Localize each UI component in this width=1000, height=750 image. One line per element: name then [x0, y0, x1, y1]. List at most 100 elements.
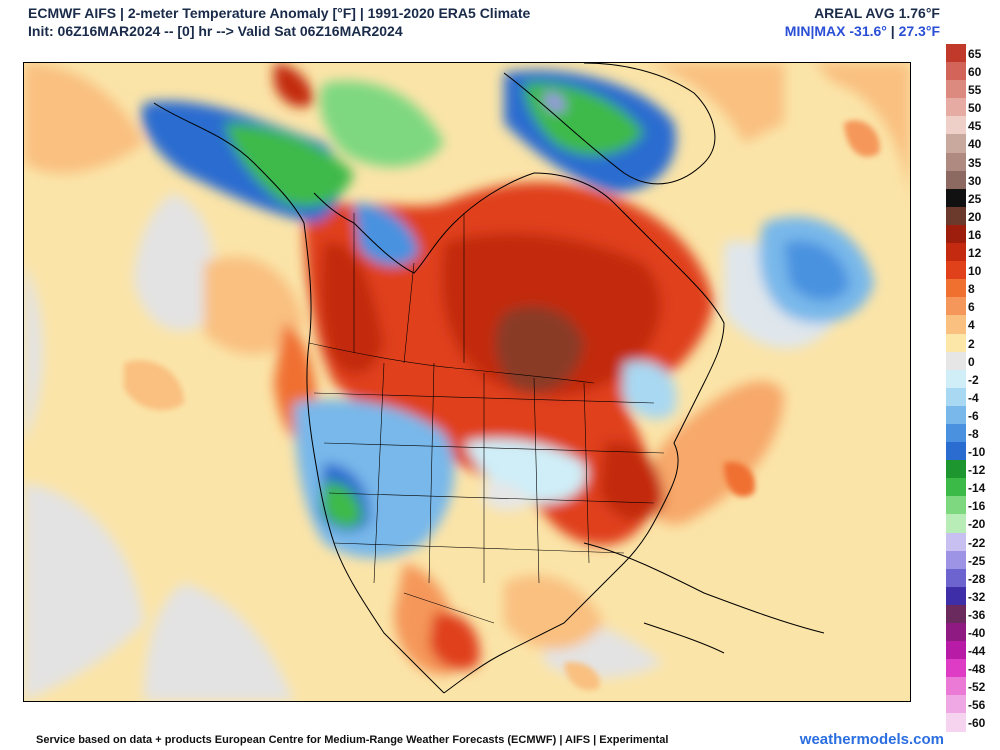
legend-label: 4 — [968, 318, 975, 333]
legend-swatch — [946, 532, 966, 551]
legend-label: -56 — [968, 698, 986, 713]
legend-entry: 60 — [946, 62, 1000, 81]
legend-entry: 10 — [946, 261, 1000, 280]
areal-average: AREAL AVG 1.76°F — [814, 5, 940, 21]
anomaly-map-canvas — [24, 63, 910, 701]
legend-entry: -40 — [946, 623, 1000, 642]
legend-entry: -28 — [946, 568, 1000, 587]
legend-label: -16 — [968, 499, 986, 514]
legend-label: -6 — [968, 408, 979, 423]
legend-entry: 4 — [946, 315, 1000, 334]
legend-swatch — [946, 460, 966, 479]
legend-label: -25 — [968, 553, 986, 568]
anomaly-detail — [124, 120, 880, 691]
legend-swatch — [946, 478, 966, 497]
coastlines — [153, 63, 825, 694]
legend-swatch — [946, 315, 966, 334]
legend-entry: -32 — [946, 586, 1000, 605]
legend-label: 30 — [968, 173, 982, 188]
legend-label: 2 — [968, 336, 975, 351]
legend-entry: 8 — [946, 279, 1000, 298]
legend-entry: -12 — [946, 460, 1000, 479]
brand-link[interactable]: weathermodels.com — [799, 731, 944, 748]
legend-swatch — [946, 297, 966, 316]
legend-label: 0 — [968, 354, 975, 369]
legend-swatch — [946, 188, 966, 207]
legend-swatch — [946, 116, 966, 135]
legend-entry: 30 — [946, 170, 1000, 189]
legend-swatch — [946, 80, 966, 99]
legend-label: 25 — [968, 191, 982, 206]
legend-swatch — [946, 677, 966, 696]
legend-swatch — [946, 623, 966, 642]
legend-swatch — [946, 568, 966, 587]
legend-entry: -8 — [946, 423, 1000, 443]
legend-swatch — [946, 387, 966, 406]
legend-label: -28 — [968, 571, 986, 586]
legend-label: 55 — [968, 83, 982, 98]
legend-swatch — [946, 98, 966, 117]
legend-entry: 25 — [946, 188, 1000, 207]
legend-entry: -14 — [946, 478, 1000, 497]
legend-swatch — [946, 641, 966, 660]
legend-entry: 50 — [946, 98, 1000, 117]
legend-swatch — [946, 134, 966, 153]
legend-entry: 40 — [946, 134, 1000, 153]
legend-entry: -16 — [946, 496, 1000, 515]
legend-swatch — [946, 586, 966, 605]
legend-label: -40 — [968, 626, 986, 640]
legend-entry: 12 — [946, 243, 1000, 262]
legend-entry: -10 — [946, 442, 1000, 461]
legend-entry: -48 — [946, 659, 1000, 678]
legend-label: 40 — [968, 137, 982, 152]
legend-swatch — [946, 152, 966, 171]
init-time: Init: 06Z16MAR2024 -- [0] hr --> Valid S… — [28, 23, 403, 39]
legend-entry: -2 — [946, 369, 1000, 388]
legend-entry: 65 — [946, 44, 1000, 63]
min-value: -31.6° — [849, 23, 887, 39]
color-scale-legend: 65 60 55 50 45 40 35 30 25 20 16 12 10 8 6 4 2 0 -2 -4 -6 -8-… — [946, 44, 1000, 732]
legend-label: 45 — [968, 119, 982, 134]
legend-entry: -4 — [946, 387, 1000, 406]
legend-swatch — [946, 243, 966, 262]
legend-label: -12 — [968, 463, 986, 478]
min-max-readout: MIN|MAX -31.6° | 27.3°F — [785, 23, 940, 39]
legend-swatch — [946, 442, 966, 461]
legend-entry: -56 — [946, 695, 1000, 714]
legend-entry: 55 — [946, 80, 1000, 99]
legend-label: -44 — [968, 644, 986, 659]
legend-swatch — [946, 369, 966, 388]
legend-label: -36 — [968, 607, 986, 622]
legend-entry: -44 — [946, 641, 1000, 660]
legend-swatch — [946, 496, 966, 515]
legend-swatch — [946, 514, 966, 533]
legend-entry: -60 — [946, 713, 1000, 732]
legend-label: 65 — [968, 47, 982, 61]
legend-swatch — [946, 695, 966, 714]
legend-label: -2 — [968, 372, 979, 387]
legend-swatch — [946, 333, 966, 352]
legend-entry: 35 — [946, 152, 1000, 171]
data-credit: Service based on data + products Europea… — [36, 734, 669, 746]
legend-label: -4 — [968, 390, 979, 405]
legend-entry: 20 — [946, 206, 1000, 225]
legend-label: 10 — [968, 264, 982, 279]
legend-label: 60 — [968, 65, 982, 80]
legend-swatch — [946, 423, 966, 443]
anomaly-map[interactable] — [23, 62, 911, 702]
legend-swatch — [946, 351, 966, 370]
max-value: 27.3°F — [898, 23, 940, 39]
legend-swatch — [946, 206, 966, 225]
legend-entry: -20 — [946, 514, 1000, 533]
legend-label: -60 — [968, 716, 986, 731]
min-max-separator: | — [890, 23, 895, 39]
legend-label: -52 — [968, 680, 986, 695]
legend-label: -48 — [968, 662, 986, 677]
legend-swatch — [946, 405, 966, 424]
legend-label: -22 — [968, 535, 986, 550]
legend-label: 12 — [968, 246, 982, 261]
legend-entry: 16 — [946, 224, 1000, 244]
legend-label: -10 — [968, 445, 986, 460]
legend-entry: -25 — [946, 550, 1000, 569]
legend-entry: 0 — [946, 351, 1000, 370]
